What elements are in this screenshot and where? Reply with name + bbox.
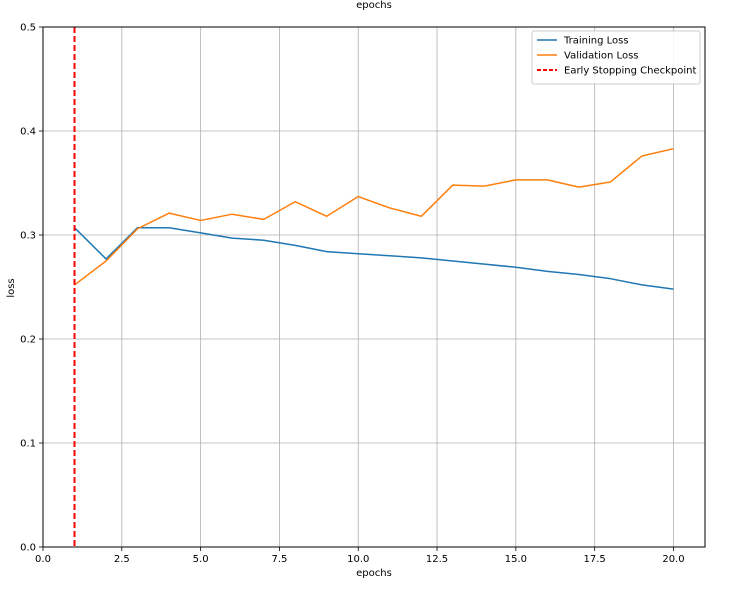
y-tick-label: 0.0 [20, 543, 36, 554]
x-tick-label: 7.5 [271, 554, 287, 565]
y-tick-label: 0.1 [20, 439, 36, 450]
x-axis-label: epochs [356, 568, 392, 579]
x-tick-label: 15.0 [505, 554, 527, 565]
series-line-training-loss [73, 226, 674, 290]
y-tick-label: 0.5 [20, 23, 36, 34]
chart-title: epochs [356, 0, 392, 11]
y-tick-label: 0.3 [20, 231, 36, 242]
axis-ticks: 0.0 2.5 5.0 7.5 10.0 12.5 15.0 17.5 20.0 0.0 0.1 0.… [20, 23, 685, 566]
plot-frame [42, 26, 706, 548]
legend-label: Validation Loss [564, 51, 639, 62]
y-tick-label: 0.2 [20, 335, 36, 346]
legend-label: Training Loss [563, 36, 629, 47]
x-tick-label: 0.0 [35, 554, 51, 565]
legend-label: Early Stopping Checkpoint [564, 66, 697, 77]
grid-lines [42, 26, 705, 548]
x-tick-label: 20.0 [662, 554, 684, 565]
legend: Training Loss Validation Loss Early Stoppi… [531, 30, 701, 85]
x-tick-label: 5.0 [193, 554, 209, 565]
x-tick-label: 12.5 [426, 554, 448, 565]
series-lines [73, 147, 674, 290]
x-tick-label: 17.5 [584, 554, 606, 565]
y-axis-label: loss [6, 278, 17, 297]
legend-box [531, 30, 701, 85]
x-tick-label: 10.0 [347, 554, 369, 565]
x-tick-label: 2.5 [114, 554, 130, 565]
y-tick-label: 0.4 [20, 127, 36, 138]
series-line-validation-loss [74, 147, 674, 286]
